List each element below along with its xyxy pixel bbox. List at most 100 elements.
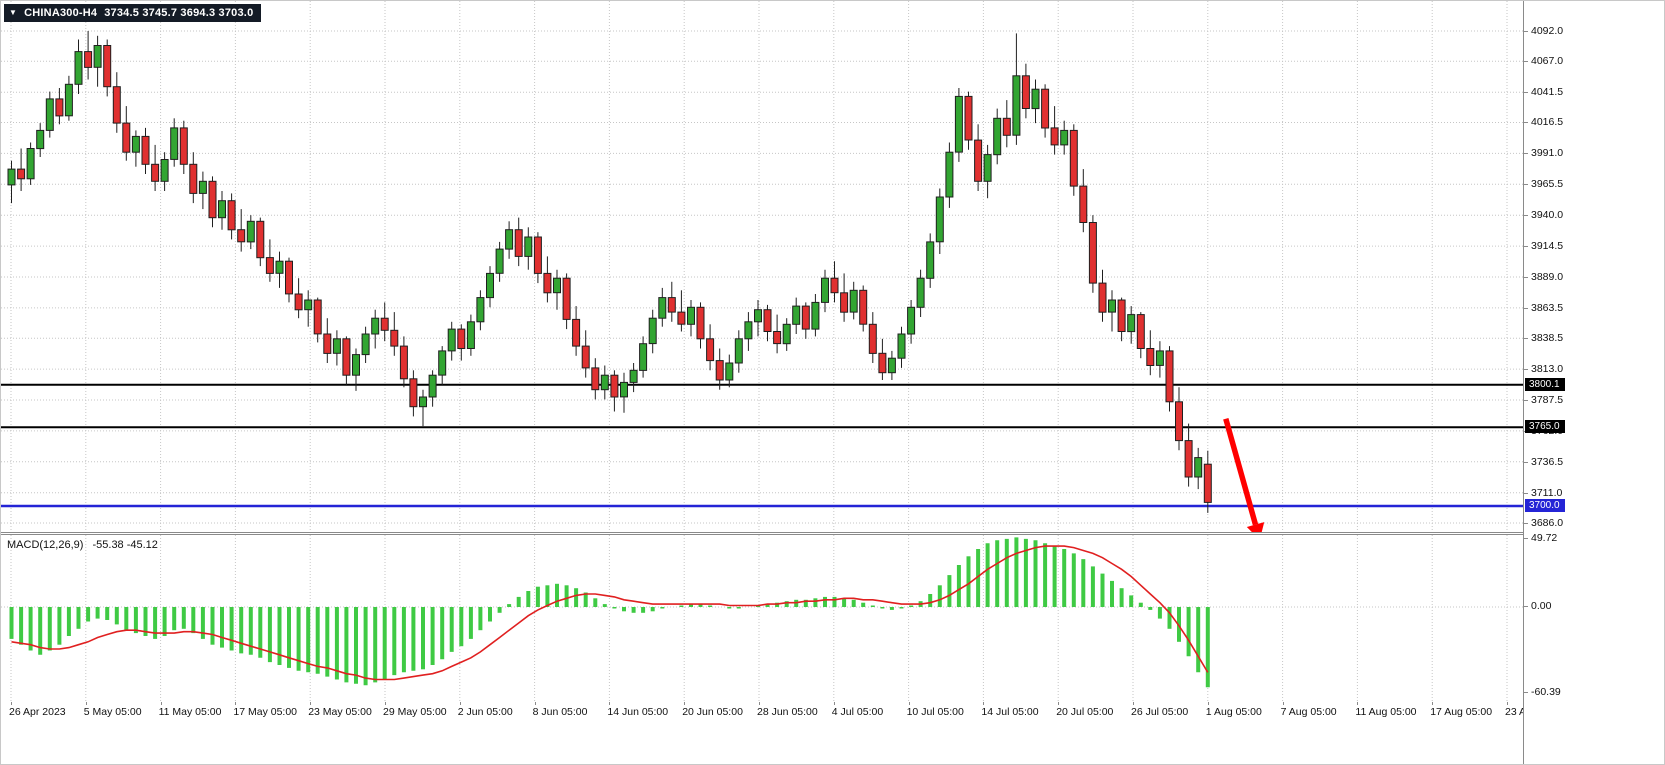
candle [419, 389, 427, 427]
price-pane: ▼ CHINA300-H4 3734.5 3745.7 3694.3 3703.… [1, 1, 1523, 533]
time-tick-label: 23 May 05:00 [308, 706, 372, 718]
candle [754, 300, 762, 337]
candle [849, 281, 858, 320]
candle [964, 91, 973, 150]
candle [1175, 387, 1183, 451]
candle [629, 363, 638, 393]
time-tick-label: 14 Jul 05:00 [981, 706, 1039, 718]
candle [600, 365, 609, 400]
time-tick-label: 11 May 05:00 [158, 706, 222, 718]
price-axis[interactable]: 4092.0 4067.0 4041.5 4016.5 3991.0 3965.5 3940… [1523, 1, 1664, 764]
candle [620, 372, 628, 413]
candle [897, 326, 906, 368]
macd-tick-label: 0.00 [1531, 600, 1552, 612]
candle [983, 144, 992, 199]
price-tick-label: 3940.0 [1531, 209, 1564, 222]
candle [677, 290, 686, 332]
time-axis[interactable]: 26 Apr 2023 5 May 05:00 11 May 05:00 17 May… [1, 702, 1567, 724]
candle [916, 269, 925, 317]
time-tick-label: 20 Jun 05:00 [682, 706, 743, 718]
price-axis-tick [1524, 31, 1528, 32]
price-tick-label: 3787.5 [1531, 394, 1564, 406]
chart-dropdown-icon[interactable]: ▼ [9, 8, 18, 17]
candle [122, 106, 131, 161]
time-axis-tick [1507, 702, 1508, 705]
candle [868, 312, 877, 363]
candle [744, 312, 753, 351]
time-axis-tick [310, 702, 312, 705]
symbol-title: CHINA300-H4 [24, 7, 98, 19]
candle [639, 336, 648, 378]
price-tick-label: 4016.5 [1531, 116, 1564, 129]
price-axis-tick [1524, 523, 1528, 524]
candle [533, 232, 542, 284]
candle [179, 120, 188, 174]
candle [304, 290, 313, 327]
macd-canvas[interactable] [1, 535, 1523, 702]
candle [112, 72, 121, 133]
macd-axis-tick [1524, 606, 1528, 607]
macd-histogram [9, 537, 1210, 688]
candle [553, 269, 561, 310]
trend-arrow[interactable] [1223, 418, 1265, 532]
price-tick-label: 4067.0 [1531, 55, 1564, 68]
macd-signal-line [11, 545, 1209, 681]
candle [17, 148, 26, 191]
candle [151, 144, 160, 191]
candle [974, 124, 983, 191]
candle [160, 152, 169, 191]
candle [457, 324, 466, 361]
candle [840, 273, 849, 322]
candle [878, 338, 887, 380]
time-axis-tick [85, 702, 87, 705]
candle [1021, 63, 1030, 119]
macd-name: MACD(12,26,9) [7, 539, 84, 551]
candle [1069, 124, 1078, 196]
price-tick-label: 4041.5 [1531, 86, 1564, 99]
time-tick-label: 17 Aug 05:00 [1430, 706, 1493, 718]
time-tick-label: 28 Jun 05:00 [757, 706, 818, 718]
candle [7, 160, 16, 204]
price-axis-tick [1524, 215, 1528, 217]
candle [543, 256, 552, 303]
symbol-ohlc-badge[interactable]: ▼ CHINA300-H4 3734.5 3745.7 3694.3 3703.… [4, 4, 262, 22]
macd-tick-label: -60.39 [1531, 686, 1561, 698]
candle [782, 318, 791, 351]
price-axis-tick [1524, 307, 1528, 309]
price-chart-canvas[interactable] [1, 1, 1523, 532]
candle [993, 108, 1002, 165]
candle [763, 304, 772, 342]
price-tick-label: 3914.5 [1531, 240, 1564, 253]
price-axis-tick [1524, 277, 1528, 278]
time-axis-tick [1357, 702, 1359, 705]
candle [237, 209, 246, 252]
time-tick-label: 8 Jun 05:00 [532, 706, 588, 718]
price-axis-tick [1524, 122, 1528, 124]
candle [907, 300, 916, 344]
candle [275, 251, 284, 288]
candle [887, 350, 896, 380]
price-tick-label: 3813.0 [1531, 363, 1564, 376]
candle [572, 306, 581, 356]
candle [1002, 100, 1011, 148]
time-axis-tick [235, 702, 237, 705]
time-tick-label: 26 Jul 05:00 [1131, 706, 1189, 718]
price-axis-tick [1524, 461, 1528, 463]
candle [332, 330, 341, 366]
candle [725, 354, 734, 388]
candle [189, 152, 198, 204]
price-axis-tick [1524, 338, 1528, 340]
candle [1194, 447, 1203, 490]
candle [687, 300, 695, 337]
candle [74, 39, 83, 94]
candle [945, 142, 954, 208]
macd-pane: MACD(12,26,9) -55.38 -45.12 [1, 534, 1523, 703]
candle [342, 336, 351, 385]
candle [141, 127, 150, 174]
price-axis-tick [1524, 400, 1528, 401]
macd-axis-tick [1524, 692, 1528, 693]
candle [131, 130, 140, 167]
candle [495, 241, 504, 282]
candle [505, 221, 514, 259]
